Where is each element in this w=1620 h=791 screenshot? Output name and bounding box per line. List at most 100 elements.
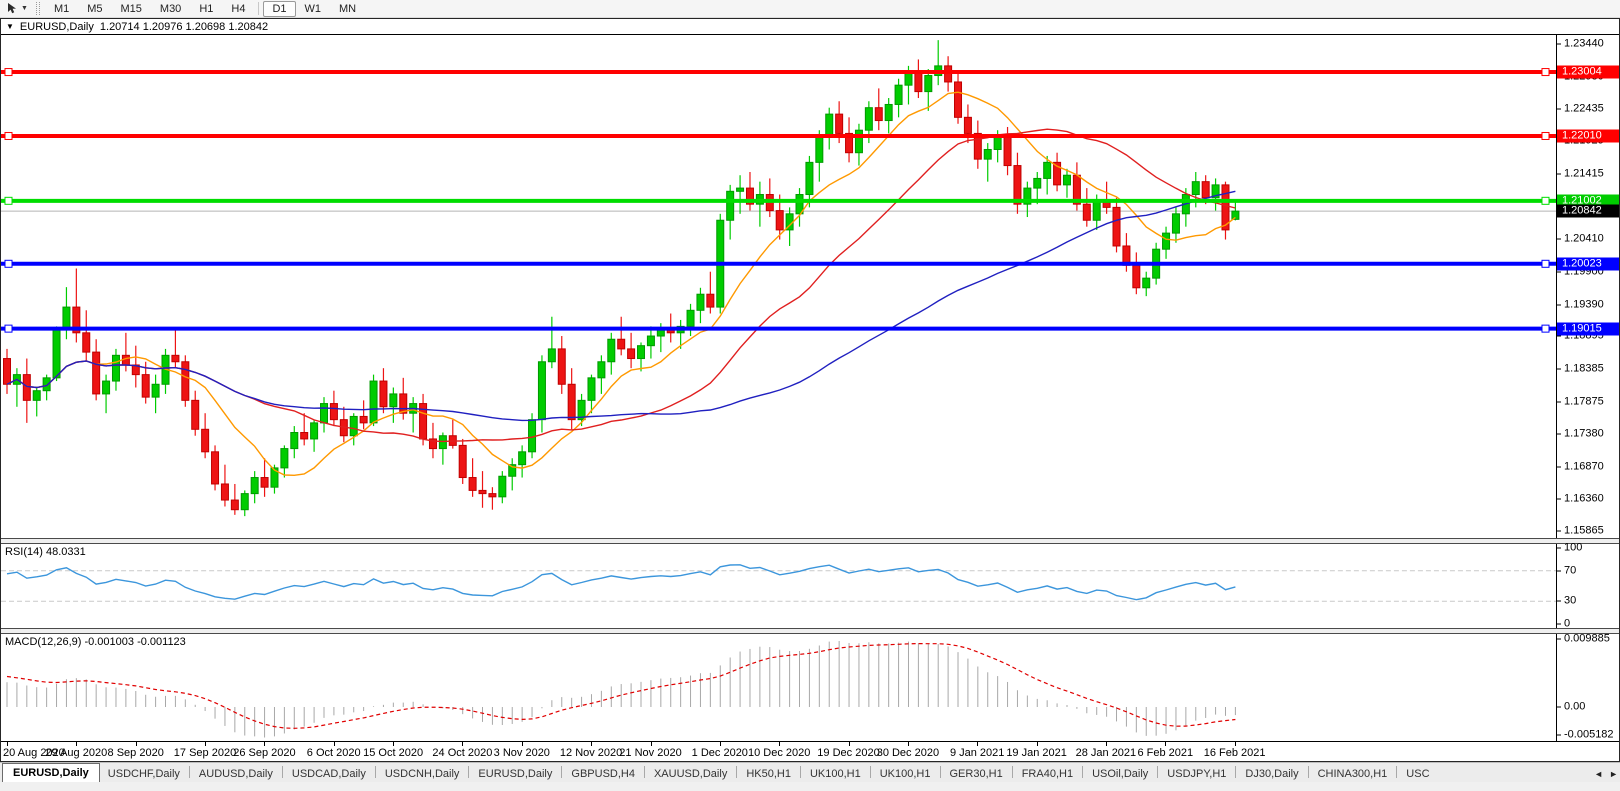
- tab-hk50-h1[interactable]: HK50,H1: [738, 765, 799, 782]
- toolbar-grip[interactable]: [36, 2, 40, 15]
- candle-body: [122, 355, 129, 365]
- candle-body: [241, 494, 248, 510]
- candle-body: [588, 378, 595, 401]
- timeframe-button-MN[interactable]: MN: [330, 1, 365, 17]
- rsi-indicator-area[interactable]: RSI(14) 48.0331: [1, 544, 1556, 628]
- candle-body: [855, 130, 862, 153]
- macd-chart[interactable]: [1, 634, 1556, 741]
- timeframe-button-W1[interactable]: W1: [296, 1, 331, 17]
- date-axis-label: 6 Oct 2020: [307, 747, 361, 759]
- candlestick-chart[interactable]: [1, 35, 1556, 538]
- candle-body: [994, 137, 1001, 150]
- rsi-axis[interactable]: 10070300: [1556, 544, 1619, 628]
- price-axis[interactable]: 1.234401.229301.224351.219251.214151.204…: [1556, 35, 1619, 538]
- tab-ger30-h1[interactable]: GER30,H1: [942, 765, 1011, 782]
- timeframe-button-M5[interactable]: M5: [78, 1, 111, 17]
- tab-scroll-right-icon[interactable]: ►: [1609, 769, 1618, 779]
- line-drag-handle[interactable]: [1542, 325, 1549, 332]
- tab-separator: [1396, 766, 1397, 778]
- tab-scroll-left-icon[interactable]: ◄: [1594, 769, 1603, 779]
- tab-usc[interactable]: USC: [1398, 765, 1437, 782]
- line-drag-handle[interactable]: [1542, 260, 1549, 267]
- tab-usoil-daily[interactable]: USOil,Daily: [1084, 765, 1156, 782]
- rsi-chart[interactable]: [1, 544, 1556, 628]
- tab-usdcad-daily[interactable]: USDCAD,Daily: [284, 765, 374, 782]
- price-axis-tick: 1.15865: [1557, 526, 1604, 537]
- tab-separator: [870, 766, 871, 778]
- timeframe-button-M30[interactable]: M30: [151, 1, 190, 17]
- tab-separator: [1235, 766, 1236, 778]
- cursor-tool-button[interactable]: ▼: [3, 2, 31, 15]
- tab-eurusd-daily[interactable]: EURUSD,Daily: [470, 765, 560, 782]
- date-axis-label: 24 Oct 2020: [432, 747, 492, 759]
- date-axis-tickmark: [1165, 742, 1166, 746]
- candle-body: [231, 500, 238, 510]
- tab-audusd-daily[interactable]: AUDUSD,Daily: [191, 765, 281, 782]
- tab-xauusd-daily[interactable]: XAUUSD,Daily: [646, 765, 735, 782]
- candle-body: [390, 394, 397, 407]
- line-drag-handle[interactable]: [5, 132, 12, 139]
- timeframe-button-D1[interactable]: D1: [263, 1, 295, 17]
- candle-body: [321, 404, 328, 423]
- price-axis-tick: 1.17380: [1557, 428, 1604, 439]
- date-axis[interactable]: 20 Aug 202029 Aug 20208 Sep 202017 Sep 2…: [1, 741, 1619, 760]
- line-drag-handle[interactable]: [5, 69, 12, 76]
- timeframe-button-H4[interactable]: H4: [222, 1, 254, 17]
- candle-body: [885, 104, 892, 120]
- line-drag-handle[interactable]: [1542, 132, 1549, 139]
- tab-dj30-daily[interactable]: DJ30,Daily: [1237, 765, 1306, 782]
- tab-eurusd-daily[interactable]: EURUSD,Daily: [2, 763, 100, 782]
- candle-body: [955, 82, 962, 117]
- line-drag-handle[interactable]: [5, 260, 12, 267]
- date-axis-tickmark: [720, 742, 721, 746]
- date-axis-label: 12 Nov 2020: [560, 747, 622, 759]
- candle-body: [1083, 204, 1090, 220]
- tab-separator: [1082, 766, 1083, 778]
- candle-body: [459, 445, 466, 477]
- candle-body: [1143, 278, 1150, 288]
- line-drag-handle[interactable]: [5, 197, 12, 204]
- chevron-down-icon[interactable]: ▼: [21, 5, 28, 12]
- candle-body: [915, 72, 922, 91]
- rsi-axis-tick: 70: [1557, 565, 1576, 576]
- line-drag-handle[interactable]: [1542, 197, 1549, 204]
- price-axis-tick: 1.21415: [1557, 169, 1604, 180]
- tab-fra40-h1[interactable]: FRA40,H1: [1014, 765, 1081, 782]
- price-axis-tick: 1.19390: [1557, 299, 1604, 310]
- candle-body: [1044, 162, 1051, 178]
- date-axis-label: 26 Sep 2020: [233, 747, 295, 759]
- candle-body: [311, 423, 318, 439]
- date-axis-tickmark: [779, 742, 780, 746]
- main-chart-area[interactable]: [1, 35, 1556, 538]
- line-drag-handle[interactable]: [5, 325, 12, 332]
- timeframe-button-M1[interactable]: M1: [45, 1, 78, 17]
- tab-usdjpy-h1[interactable]: USDJPY,H1: [1159, 765, 1234, 782]
- candle-body: [152, 384, 159, 397]
- macd-indicator-area[interactable]: MACD(12,26,9) -0.001003 -0.001123: [1, 634, 1556, 741]
- timeframe-button-H1[interactable]: H1: [190, 1, 222, 17]
- tab-gbpusd-h4[interactable]: GBPUSD,H4: [563, 765, 643, 782]
- macd-axis[interactable]: 0.0098850.00-0.005182: [1556, 634, 1619, 741]
- timeframe-button-M15[interactable]: M15: [112, 1, 151, 17]
- candle-body: [1113, 207, 1120, 246]
- candle-body: [499, 476, 506, 497]
- chart-collapse-arrow[interactable]: ▼: [6, 22, 14, 31]
- tab-usdcnh-daily[interactable]: USDCNH,Daily: [377, 765, 468, 782]
- candle-body: [112, 355, 119, 381]
- candle-body: [281, 449, 288, 468]
- date-axis-label: 29 Aug 2020: [45, 747, 107, 759]
- candle-body: [925, 76, 932, 92]
- tab-uk100-h1[interactable]: UK100,H1: [872, 765, 939, 782]
- moving-average-line-slow: [7, 191, 1235, 420]
- tab-separator: [644, 766, 645, 778]
- candle-body: [875, 108, 882, 121]
- tab-uk100-h1[interactable]: UK100,H1: [802, 765, 869, 782]
- candle-body: [697, 294, 704, 310]
- line-drag-handle[interactable]: [1542, 69, 1549, 76]
- candle-body: [251, 478, 258, 494]
- tab-china300-h1[interactable]: CHINA300,H1: [1310, 765, 1396, 782]
- tab-usdchf-daily[interactable]: USDCHF,Daily: [100, 765, 188, 782]
- date-axis-tickmark: [849, 742, 850, 746]
- tab-separator: [468, 766, 469, 778]
- date-axis-tickmark: [76, 742, 77, 746]
